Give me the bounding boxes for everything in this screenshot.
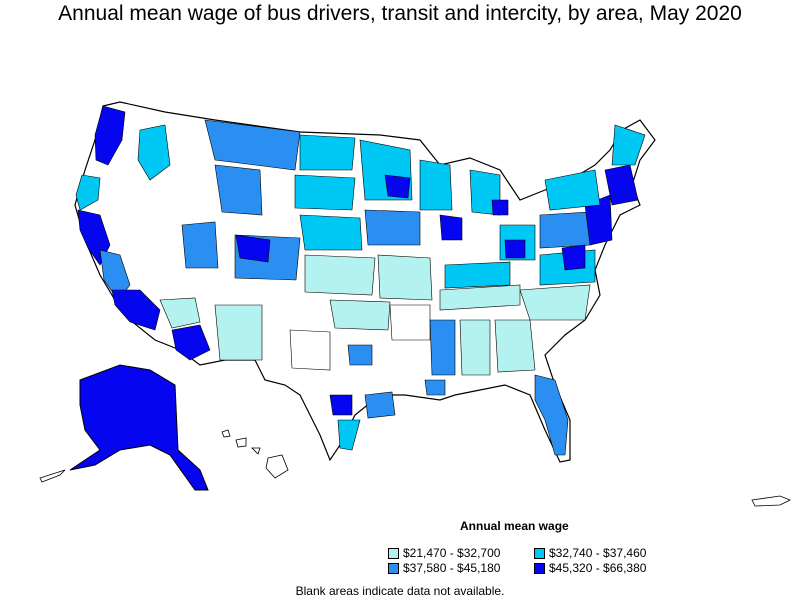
region-new-england — [604, 164, 639, 206]
region-new-mexico — [214, 304, 263, 361]
hawaii-islands — [221, 429, 289, 479]
region-dc-baltimore — [561, 244, 586, 271]
region-maine — [611, 124, 646, 166]
region-georgia — [494, 319, 536, 373]
legend-item-1: $21,470 - $32,700 — [388, 546, 500, 560]
legend-label-3: $37,580 - $45,180 — [403, 561, 501, 575]
legend-label-4: $45,320 - $66,380 — [549, 561, 647, 575]
alaska-aleutian-islands — [39, 469, 66, 483]
legend-swatch-1 — [388, 547, 399, 559]
region-south-dakota — [294, 174, 356, 211]
region-arizona-north — [159, 297, 201, 329]
region-utah — [181, 221, 219, 269]
legend-label-2: $32,740 - $37,460 — [549, 546, 647, 560]
region-mississippi — [429, 319, 456, 376]
map-title: Annual mean wage of bus drivers, transit… — [58, 2, 742, 25]
region-oklahoma — [329, 299, 391, 331]
legend-swatch-2 — [534, 547, 545, 559]
region-pennsylvania — [539, 211, 591, 249]
region-iowa — [364, 209, 421, 246]
region-tennessee — [439, 284, 521, 311]
region-new-york-nj — [584, 194, 613, 246]
region-detroit — [491, 199, 509, 216]
region-chicago — [439, 214, 463, 241]
region-new-orleans — [424, 379, 446, 396]
puerto-rico — [751, 495, 791, 507]
region-alabama — [459, 319, 491, 376]
region-minneapolis — [384, 174, 411, 199]
region-kansas — [304, 254, 376, 296]
region-oregon-coast — [75, 174, 101, 211]
region-houston — [364, 391, 396, 419]
region-idaho — [137, 124, 171, 181]
region-upstate-new-york — [544, 169, 601, 211]
region-north-dakota — [299, 134, 356, 171]
region-west-coast — [94, 105, 126, 166]
region-columbus — [504, 239, 526, 259]
region-carolinas — [519, 284, 591, 321]
region-austin — [329, 394, 353, 416]
region-arkansas — [389, 304, 431, 341]
region-texas-gulf — [337, 419, 361, 451]
legend-swatch-4 — [534, 562, 545, 574]
region-alaska — [69, 364, 209, 491]
legend-title: Annual mean wage — [460, 519, 569, 533]
region-wyoming — [214, 164, 263, 216]
blank-areas-note: Blank areas indicate data not available. — [295, 584, 505, 598]
region-montana — [204, 119, 301, 171]
legend-label-1: $21,470 - $32,700 — [403, 546, 501, 560]
legend-swatch-3 — [388, 562, 399, 574]
region-denver — [235, 234, 271, 263]
legend-item-4: $45,320 - $66,380 — [534, 561, 646, 575]
region-arizona — [171, 324, 211, 361]
region-dallas — [347, 344, 373, 366]
region-texas-panhandle — [289, 329, 331, 371]
legend-item-3: $37,580 - $45,180 — [388, 561, 500, 575]
legend-item-2: $32,740 - $37,460 — [534, 546, 646, 560]
region-missouri — [377, 254, 433, 301]
region-wisconsin — [419, 159, 453, 211]
region-kentucky — [444, 261, 511, 289]
region-florida — [534, 374, 569, 456]
region-southern-california — [111, 289, 161, 331]
region-nebraska — [299, 214, 363, 251]
